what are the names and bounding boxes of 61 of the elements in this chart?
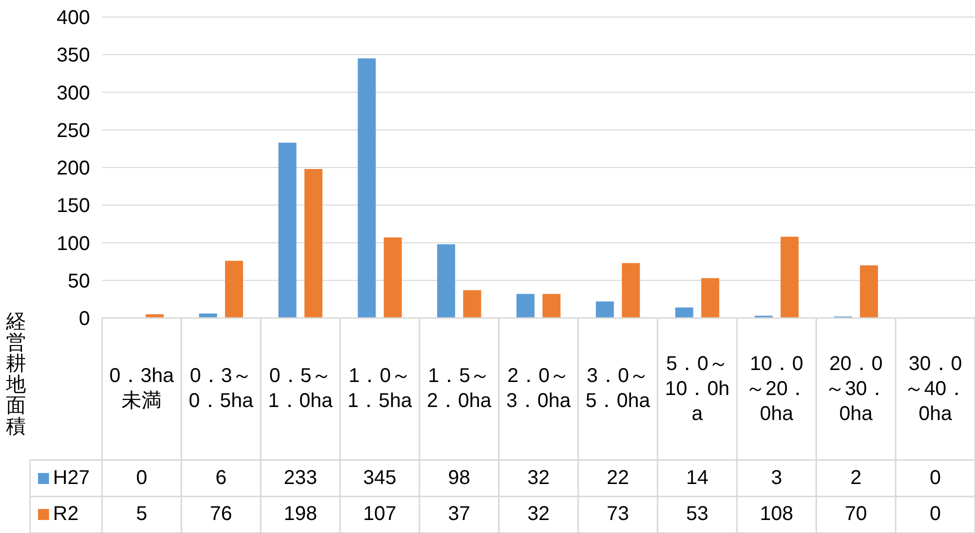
x-tick-label: 10．0～20．0ha bbox=[744, 352, 809, 426]
bar bbox=[437, 244, 456, 318]
data-label: 198 bbox=[282, 502, 318, 528]
data-label: 32 bbox=[526, 466, 551, 491]
bar bbox=[146, 314, 164, 318]
data-label: 3 bbox=[770, 466, 784, 491]
legend-label: H27 bbox=[53, 466, 90, 491]
bar bbox=[622, 263, 640, 318]
data-label: 53 bbox=[685, 502, 710, 528]
y-tick-label: 250 bbox=[56, 120, 90, 142]
x-tick-label: 3．0～5．0ha bbox=[584, 364, 652, 414]
x-tick-label: 1．5～2．0ha bbox=[426, 364, 492, 414]
y-tick-label: 400 bbox=[56, 7, 90, 29]
data-label: 233 bbox=[282, 466, 318, 491]
data-label: 5 bbox=[135, 502, 148, 528]
y-axis-title: 経営耕地面積 bbox=[5, 310, 27, 440]
bar bbox=[596, 301, 614, 318]
x-tick-label: 0．3ha未満 bbox=[108, 364, 175, 414]
data-label: 76 bbox=[208, 502, 234, 528]
x-tick-label: 2．0～3．0ha bbox=[505, 364, 572, 414]
bar bbox=[278, 142, 296, 318]
bar bbox=[701, 278, 720, 318]
y-tick-label: 200 bbox=[56, 158, 90, 180]
data-label: 0 bbox=[928, 502, 942, 528]
x-tick-label: 1．0～1．5ha bbox=[346, 364, 413, 414]
bar bbox=[463, 290, 482, 318]
bar bbox=[542, 294, 560, 318]
bar bbox=[516, 294, 534, 318]
data-label: 0 bbox=[135, 466, 148, 491]
bar bbox=[225, 260, 244, 318]
data-label: 32 bbox=[526, 502, 551, 528]
data-label: 70 bbox=[844, 502, 868, 528]
data-label: 98 bbox=[447, 466, 472, 491]
bar bbox=[358, 58, 376, 318]
data-label: 108 bbox=[758, 502, 794, 528]
data-label: 37 bbox=[447, 502, 472, 528]
bar bbox=[675, 307, 694, 318]
x-tick-label: 0．3～0．5ha bbox=[188, 364, 254, 414]
data-label: 6 bbox=[214, 466, 228, 491]
x-tick-label: 5．0～10．0ha bbox=[664, 352, 730, 426]
data-label: 22 bbox=[606, 466, 630, 491]
data-label: 107 bbox=[362, 502, 398, 528]
data-label: 2 bbox=[849, 466, 862, 491]
x-tick-label: 30．0～40．0ha bbox=[903, 352, 968, 426]
bar bbox=[780, 236, 799, 318]
bar bbox=[384, 237, 402, 318]
y-tick-label: 0 bbox=[78, 308, 90, 330]
bar bbox=[304, 169, 322, 318]
data-label: 73 bbox=[606, 502, 630, 528]
y-tick-label: 300 bbox=[56, 82, 90, 104]
x-tick-label: 0．5～1．0ha bbox=[267, 364, 334, 414]
data-label: 14 bbox=[685, 466, 710, 491]
y-tick-label: 350 bbox=[56, 44, 90, 67]
y-tick-label: 150 bbox=[56, 195, 90, 218]
y-tick-label: 100 bbox=[56, 232, 90, 255]
bar bbox=[860, 265, 878, 318]
data-label: 0 bbox=[928, 466, 942, 491]
data-label: 345 bbox=[362, 466, 398, 491]
y-tick-label: 50 bbox=[68, 270, 90, 292]
x-tick-label: 20．0～30．0ha bbox=[824, 352, 888, 426]
legend-label: R2 bbox=[53, 502, 79, 528]
